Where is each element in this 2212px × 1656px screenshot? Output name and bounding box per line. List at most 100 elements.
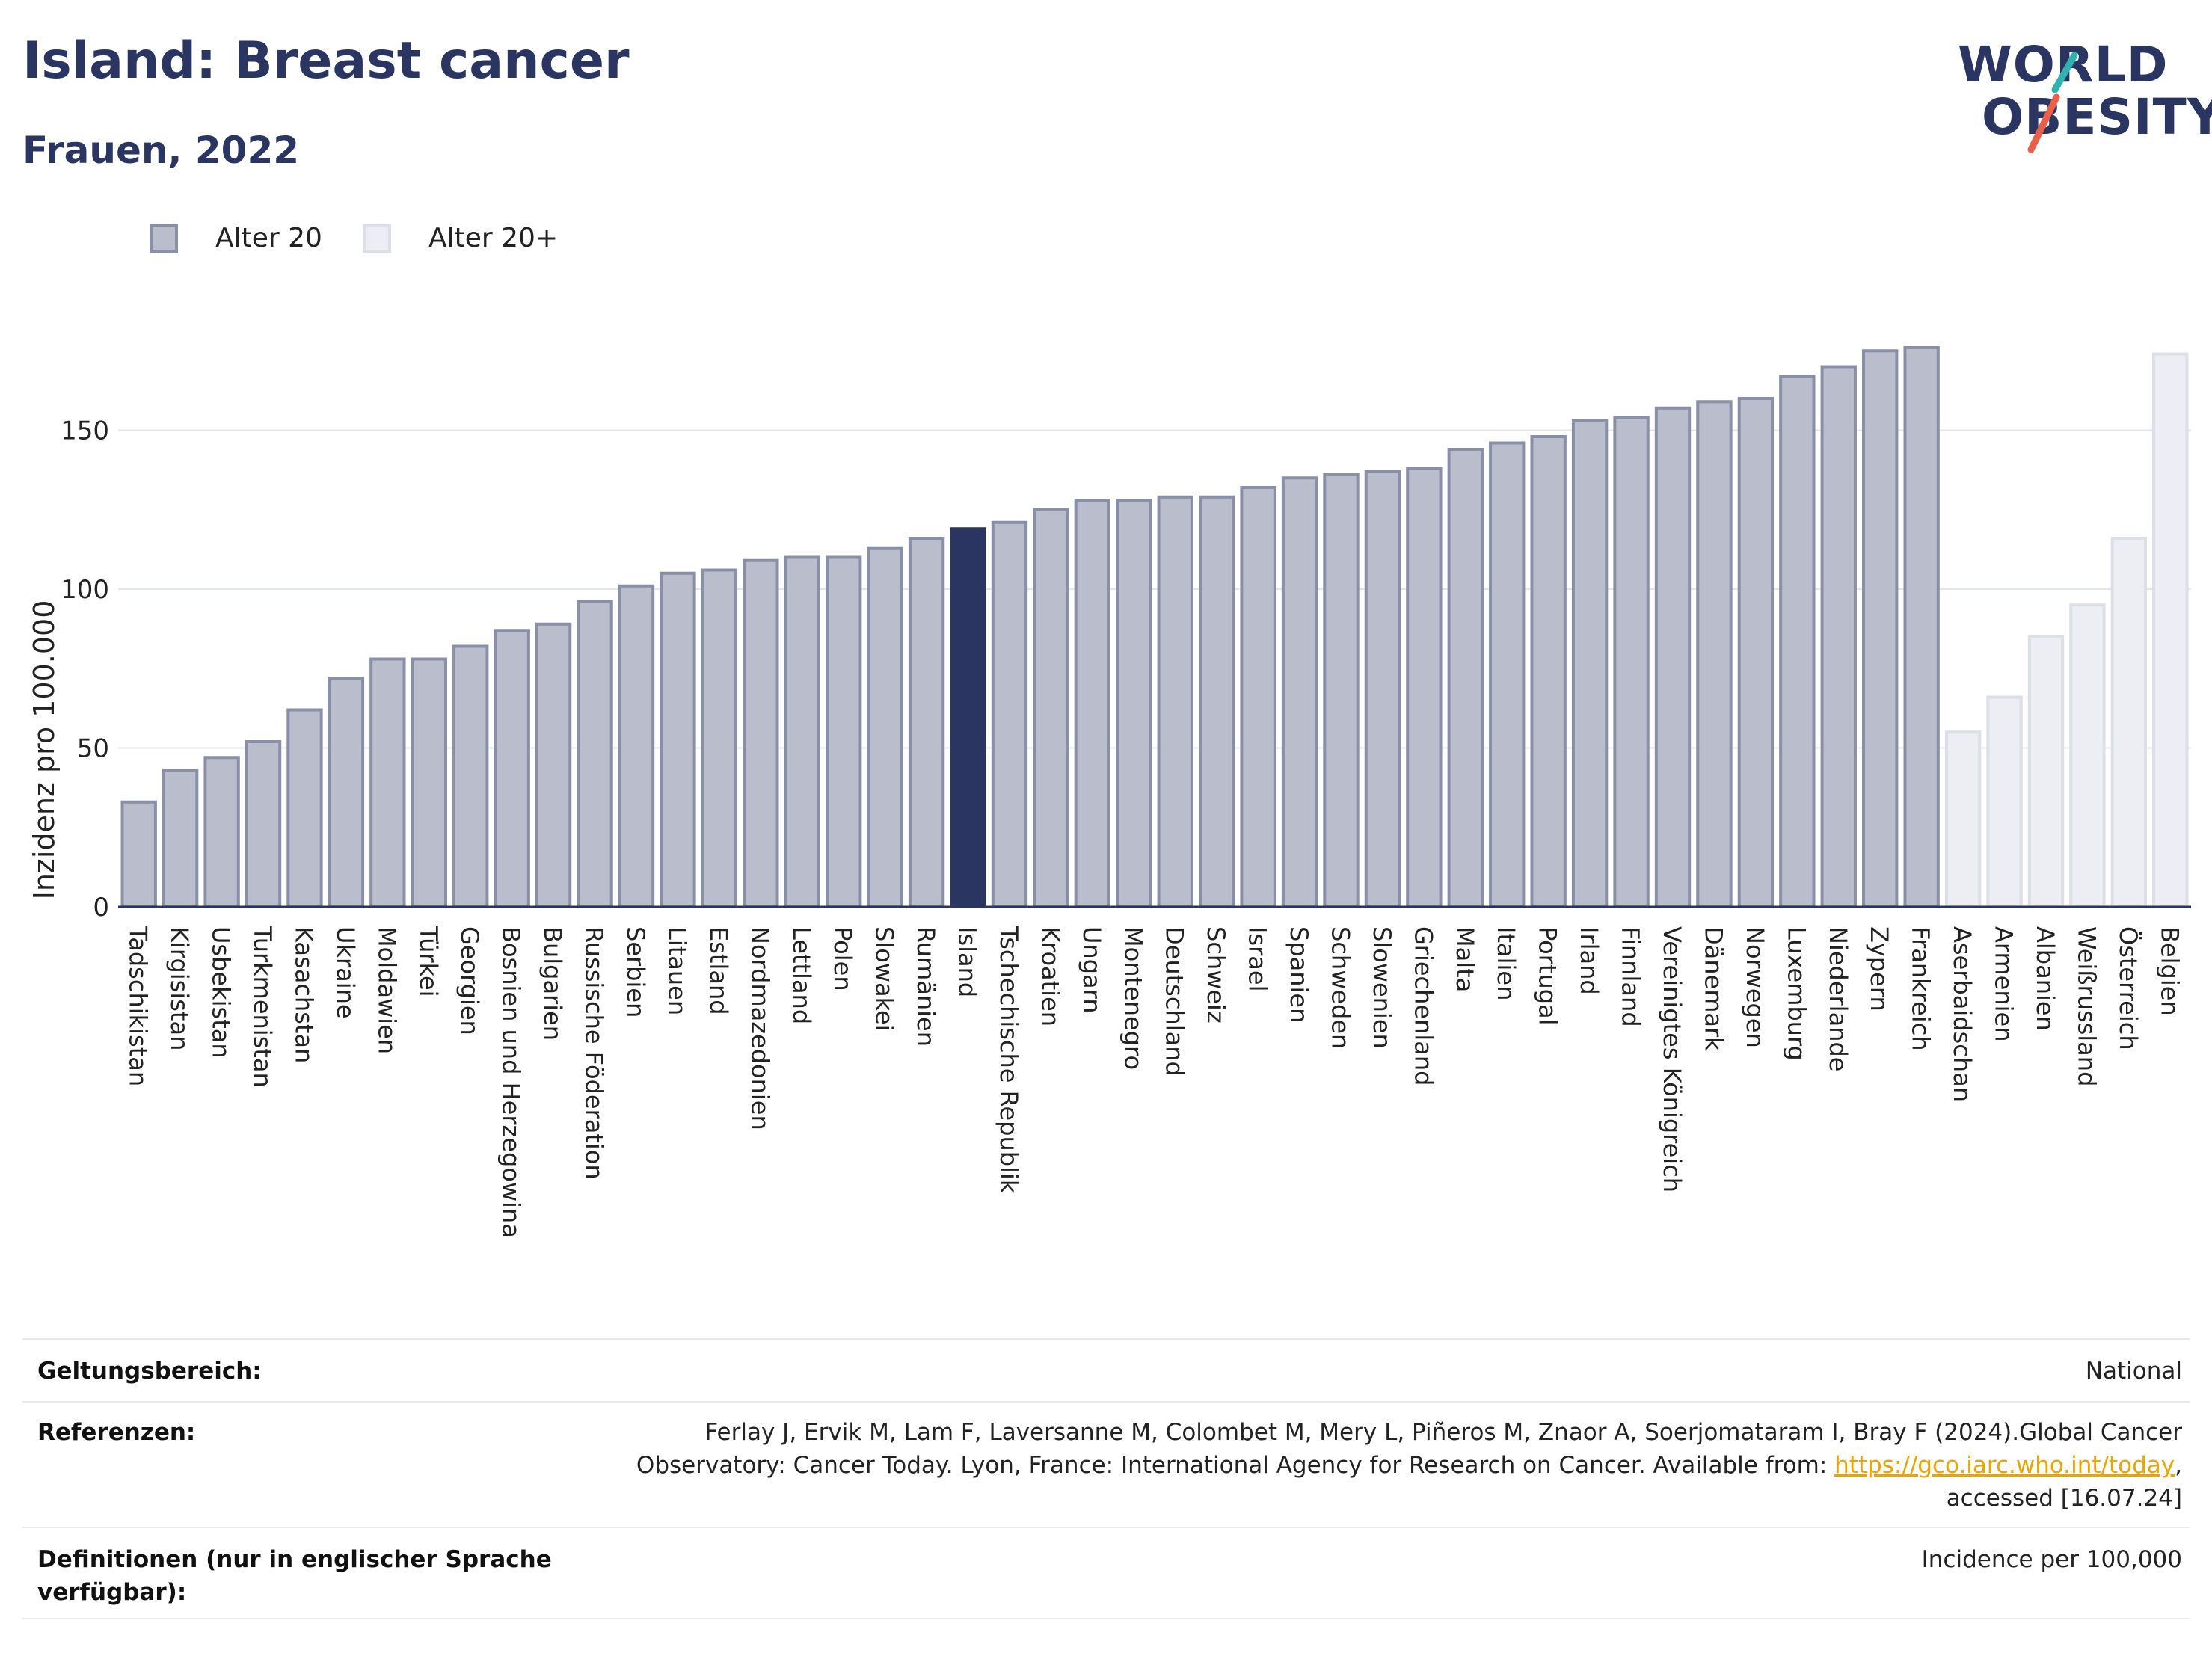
x-tick-label-schweiz: Schweiz xyxy=(1202,926,1230,1024)
x-tick-label-aserbaidschan: Aserbaidschan xyxy=(1948,926,1976,1102)
meta-row-scope: Geltungsbereich: National xyxy=(22,1338,2190,1401)
bar-luxemburg xyxy=(1779,375,1816,908)
x-tick-label-moldawien: Moldawien xyxy=(372,926,401,1054)
x-tick-label-kasachstan: Kasachstan xyxy=(289,926,318,1063)
x-tick-label-zypern: Zypern xyxy=(1865,926,1893,1012)
bar-tschechische-republik xyxy=(991,520,1028,908)
x-tick-label-belgien: Belgien xyxy=(2155,926,2184,1016)
x-tick-label-türkei: Türkei xyxy=(414,926,443,997)
bar-türkei xyxy=(411,657,447,908)
legend-swatch-alter-20-plus xyxy=(363,224,391,253)
x-tick-label-israel: Israel xyxy=(1244,926,1272,991)
bar-serbien xyxy=(618,584,655,908)
x-tick-label-serbien: Serbien xyxy=(621,926,650,1018)
y-tick-label-0: 0 xyxy=(93,893,109,923)
x-tick-label-montenegro: Montenegro xyxy=(1119,926,1147,1070)
references-line-1: Ferlay J, Ervik M, Lam F, Laversanne M, … xyxy=(704,1419,2182,1446)
bar-portugal xyxy=(1530,435,1567,908)
meta-key-references: Referenzen: xyxy=(37,1419,196,1446)
definitions-label-line-2: verfügbar): xyxy=(37,1579,187,1606)
x-tick-label-tschechische-republik: Tschechische Republik xyxy=(995,926,1023,1194)
x-tick-label-georgien: Georgien xyxy=(455,926,484,1035)
x-tick-label-litauen: Litauen xyxy=(663,926,691,1015)
bar-deutschland xyxy=(1157,495,1193,908)
y-tick-label-150: 150 xyxy=(61,416,109,446)
bar-aserbaidschan xyxy=(1944,730,1982,908)
legend-label-alter-20-plus: Alter 20+ xyxy=(428,223,559,253)
x-tick-label-schweden: Schweden xyxy=(1326,926,1354,1049)
x-tick-label-vereinigtes-königreich: Vereinigtes Königreich xyxy=(1658,926,1686,1192)
bar-finnland xyxy=(1613,416,1650,908)
logo-line-2: OBESITY xyxy=(1982,88,2212,146)
bar-russische-föderation xyxy=(577,600,613,908)
logo-line-1: WORLD xyxy=(1958,36,2169,93)
logo-slash-icon xyxy=(2027,52,2078,153)
bar-vereinigtes-königreich xyxy=(1654,406,1692,908)
references-line-2: Observatory: Cancer Today. Lyon, France:… xyxy=(636,1449,2182,1482)
x-tick-label-österreich: Österreich xyxy=(2114,926,2142,1050)
y-axis-title: Inzidenz pro 100.000 xyxy=(28,600,61,900)
meta-value-references: Ferlay J, Ervik M, Lam F, Laversanne M, … xyxy=(636,1416,2182,1515)
x-tick-label-bosnien-und-herzegowina: Bosnien und Herzegowina xyxy=(497,926,526,1238)
x-tick-label-bulgarien: Bulgarien xyxy=(538,926,567,1041)
y-tick-label-50: 50 xyxy=(77,734,109,764)
definitions-label-line-1: Definitionen (nur in englischer Sprache xyxy=(37,1546,552,1573)
bar-albanien xyxy=(2027,635,2065,908)
x-tick-label-kroatien: Kroatien xyxy=(1036,926,1064,1026)
references-line-2-text: Observatory: Cancer Today. Lyon, France:… xyxy=(636,1452,1835,1479)
world-obesity-logo: WORLD OBESITY xyxy=(1944,30,2212,164)
bar-slowenien xyxy=(1364,470,1401,908)
bar-weißrussland xyxy=(2069,603,2106,908)
bar-montenegro xyxy=(1116,499,1152,908)
x-tick-label-weißrussland: Weißrussland xyxy=(2072,926,2101,1086)
x-tick-label-armenien: Armenien xyxy=(1990,926,2018,1041)
x-tick-label-niederlande: Niederlande xyxy=(1824,926,1852,1071)
bar-usbekistan xyxy=(203,756,240,908)
bar-kasachstan xyxy=(286,708,323,908)
bar-niederlande xyxy=(1820,365,1857,908)
x-tick-label-griechenland: Griechenland xyxy=(1409,926,1437,1086)
bar-zypern xyxy=(1862,349,1899,908)
references-line-2-end: , xyxy=(2175,1452,2182,1479)
bar-irland xyxy=(1571,419,1609,908)
y-tick-label-100: 100 xyxy=(61,575,109,605)
x-tick-label-deutschland: Deutschland xyxy=(1161,926,1189,1077)
x-tick-label-italien: Italien xyxy=(1492,926,1520,1000)
meta-key-definitions: Definitionen (nur in englischer Sprache … xyxy=(37,1543,552,1609)
bar-norwegen xyxy=(1737,397,1775,908)
x-tick-label-rumänien: Rumänien xyxy=(912,926,940,1047)
bar-dänemark xyxy=(1696,400,1733,908)
x-tick-label-tadschikistan: Tadschikistan xyxy=(124,926,153,1086)
bar-georgien xyxy=(452,644,489,908)
chart-title: Island: Breast cancer xyxy=(22,31,630,90)
bar-griechenland xyxy=(1406,467,1443,908)
bar-polen xyxy=(826,555,862,908)
x-tick-label-ukraine: Ukraine xyxy=(331,926,360,1019)
bar-turkmenistan xyxy=(245,740,282,908)
x-tick-label-portugal: Portugal xyxy=(1534,926,1562,1026)
bar-bosnien-und-herzegowina xyxy=(494,629,530,908)
bar-kirgisistan xyxy=(162,769,199,908)
x-tick-label-polen: Polen xyxy=(829,926,857,991)
bar-lettland xyxy=(784,555,820,908)
x-tick-label-finnland: Finnland xyxy=(1617,926,1645,1027)
bar-bulgarien xyxy=(535,622,572,908)
bar-kroatien xyxy=(1033,508,1069,908)
legend-swatch-alter-20 xyxy=(150,224,178,253)
bar-malta xyxy=(1447,448,1484,908)
references-link[interactable]: https://gco.iarc.who.int/today xyxy=(1834,1452,2175,1479)
bar-spanien xyxy=(1281,476,1318,908)
x-tick-label-island: Island xyxy=(953,926,982,997)
x-tick-label-lettland: Lettland xyxy=(787,926,816,1024)
bar-island xyxy=(950,527,986,908)
meta-key-scope: Geltungsbereich: xyxy=(37,1358,262,1385)
bar-estland xyxy=(701,568,738,908)
meta-value-definitions: Incidence per 100,000 xyxy=(1921,1546,2182,1573)
bar-nordmazedonien xyxy=(743,558,779,908)
meta-value-scope: National xyxy=(2085,1358,2182,1385)
x-tick-label-slowakei: Slowakei xyxy=(870,926,899,1032)
bar-chart: 0 50 100 150 Inzidenz pro 100.000 Tadschikist… xyxy=(28,346,2191,1238)
x-tick-label-russische-föderation: Russische Föderation xyxy=(580,926,609,1180)
references-line-3: accessed [16.07.24] xyxy=(1946,1485,2182,1512)
x-tick-label-norwegen: Norwegen xyxy=(1741,926,1769,1048)
